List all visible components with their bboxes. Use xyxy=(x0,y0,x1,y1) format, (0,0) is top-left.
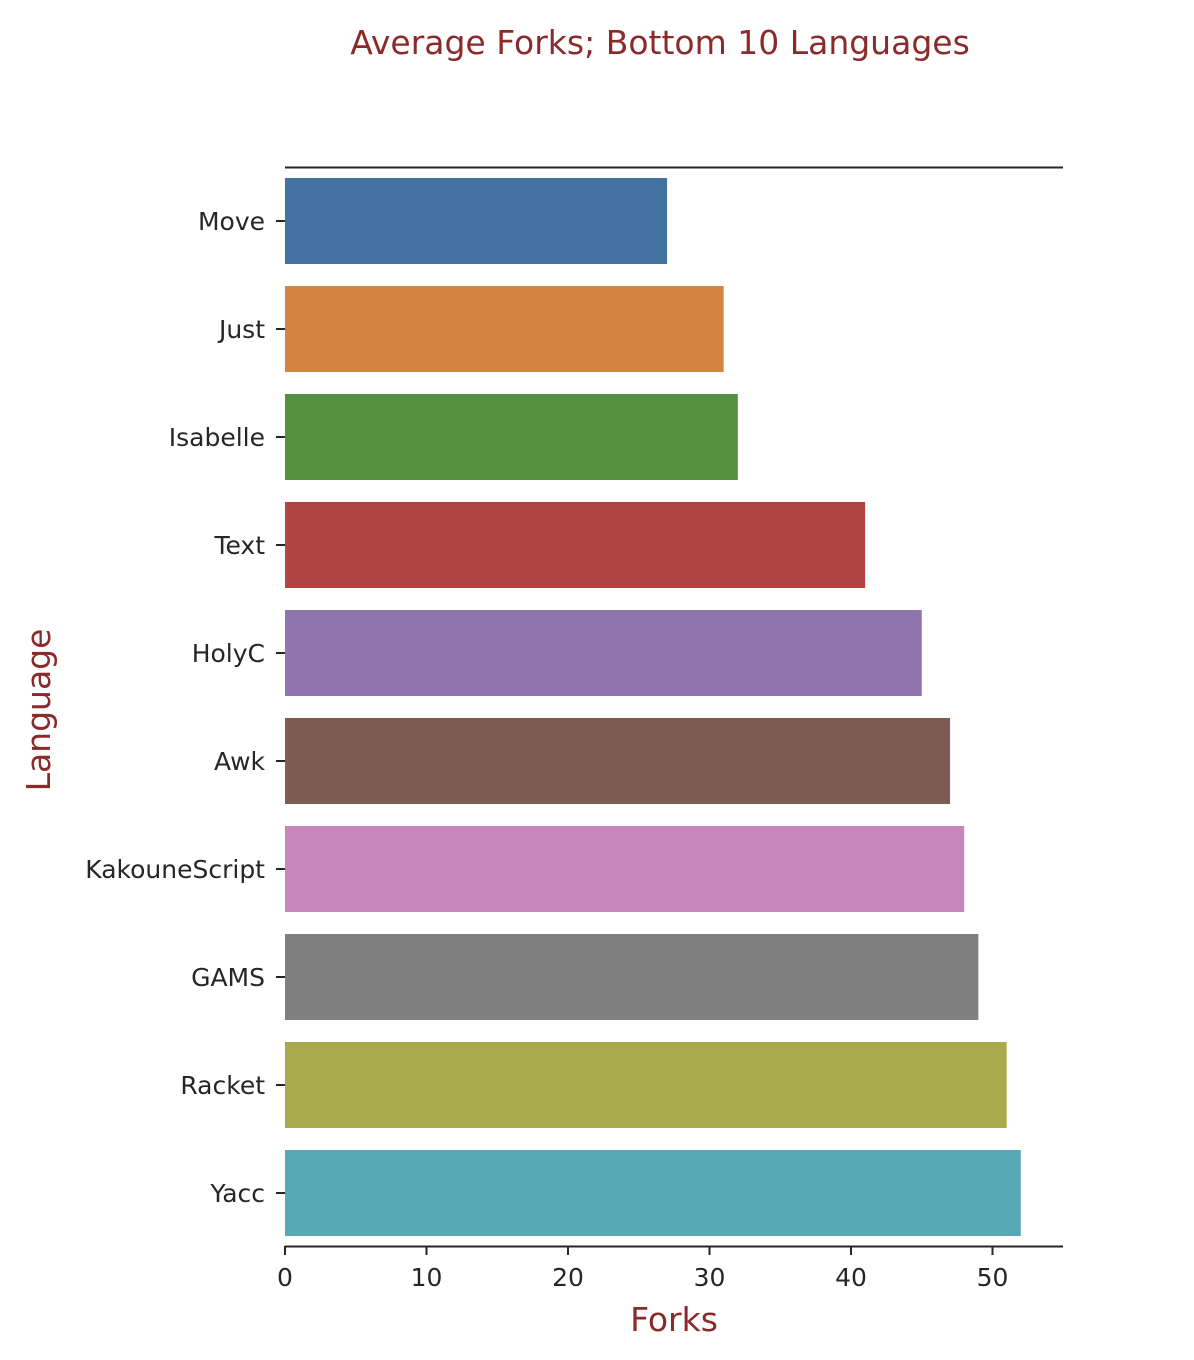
y-tick-label: Awk xyxy=(214,747,266,776)
y-tick-label: Text xyxy=(213,531,265,560)
y-tick-label: Racket xyxy=(180,1071,265,1100)
y-tick-label: Isabelle xyxy=(169,423,265,452)
x-tick-label: 20 xyxy=(552,1263,584,1292)
bar-kakounescript xyxy=(285,826,965,912)
bar-just xyxy=(285,286,724,372)
bar-isabelle xyxy=(285,394,738,480)
x-axis-label: Forks xyxy=(630,1300,718,1339)
x-tick-label: 50 xyxy=(977,1263,1009,1292)
x-tick-group: 0 10 20 30 40 50 xyxy=(277,1246,1008,1292)
bar-awk xyxy=(285,718,951,804)
y-tick-label: Just xyxy=(217,315,265,344)
y-tick-label: GAMS xyxy=(191,963,265,992)
x-tick-label: 10 xyxy=(411,1263,443,1292)
y-tick-label: KakouneScript xyxy=(85,855,265,884)
y-tick-label: Move xyxy=(198,207,265,236)
y-tick-label: HolyC xyxy=(192,639,265,668)
x-tick-label: 0 xyxy=(277,1263,293,1292)
x-tick-label: 40 xyxy=(835,1263,867,1292)
y-tick-group: Move Just Isabelle Text HolyC Awk KakouneScrip… xyxy=(85,207,285,1208)
bar-racket xyxy=(285,1042,1007,1128)
y-axis-label: Language xyxy=(19,629,58,792)
bar-gams xyxy=(285,934,979,1020)
bar-yacc xyxy=(285,1150,1021,1236)
bar-move xyxy=(285,178,668,264)
bars-group xyxy=(285,178,1021,1236)
bar-holyc xyxy=(285,610,922,696)
bar-text xyxy=(285,502,866,588)
x-tick-label: 30 xyxy=(694,1263,726,1292)
chart-title: Average Forks; Bottom 10 Languages xyxy=(350,23,970,62)
y-tick-label: Yacc xyxy=(209,1179,265,1208)
